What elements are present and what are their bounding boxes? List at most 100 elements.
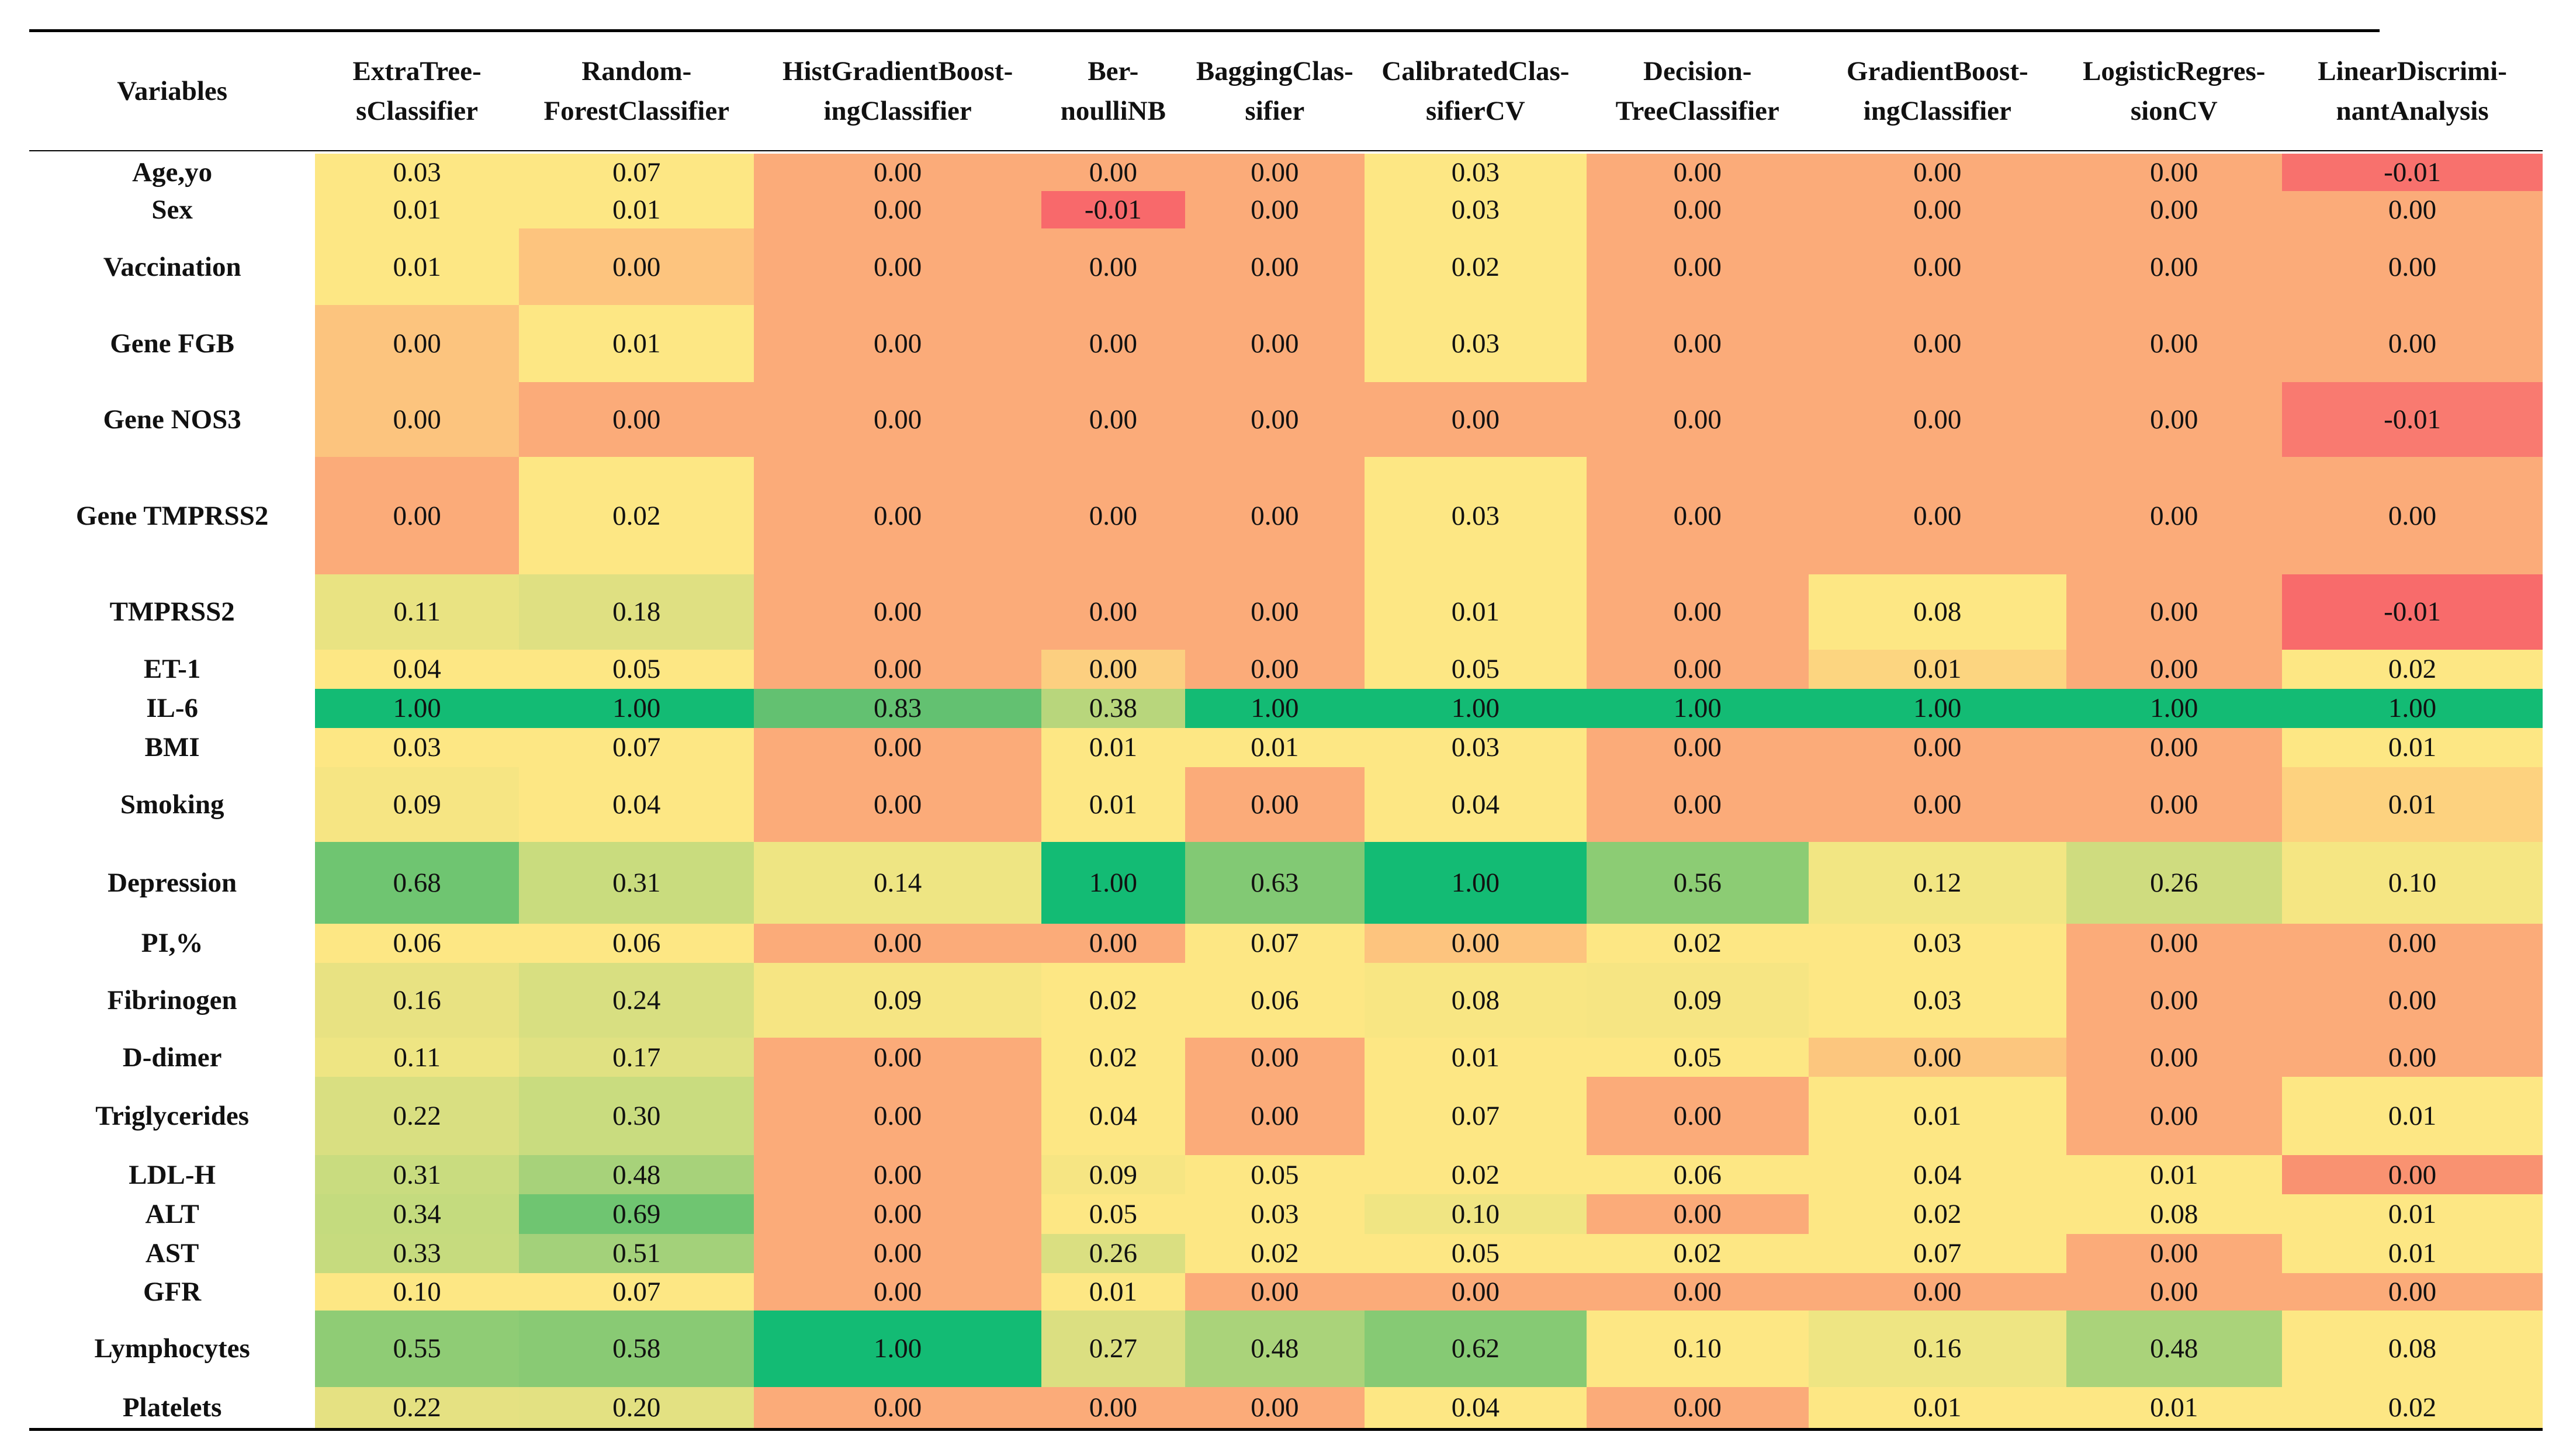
value-cell: 0.00: [2281, 305, 2543, 382]
value-cell: 1.00: [1185, 688, 1365, 728]
value-cell: 0.07: [1185, 923, 1365, 963]
value-cell: 0.09: [754, 962, 1041, 1038]
value-cell: 0.06: [519, 923, 754, 963]
value-cell: 0.14: [754, 842, 1041, 924]
value-cell: 0.00: [1041, 574, 1185, 650]
header-line: sionCV: [2130, 96, 2218, 127]
value-cell: 0.03: [1364, 153, 1587, 191]
value-cell: 0.00: [1041, 457, 1185, 575]
value-cell: 0.00: [1364, 1273, 1587, 1311]
value-cell: 0.00: [1041, 649, 1185, 689]
value-cell: 0.11: [315, 1038, 520, 1077]
value-cell: 0.00: [754, 923, 1041, 963]
value-cell: 0.00: [1808, 767, 2066, 843]
value-cell: 0.00: [1041, 1387, 1185, 1428]
value-cell: 0.00: [2066, 574, 2282, 650]
value-cell: 0.02: [1364, 1155, 1587, 1195]
value-cell: 0.04: [1808, 1155, 2066, 1195]
value-cell: 0.01: [1808, 1387, 2066, 1428]
value-cell: 0.00: [1185, 1387, 1365, 1428]
value-cell: 0.05: [519, 649, 754, 689]
row-label: Smoking: [120, 789, 224, 820]
value-cell: 0.03: [1364, 305, 1587, 382]
value-cell: 0.00: [1185, 190, 1365, 228]
value-cell: 0.31: [519, 842, 754, 924]
column-header: LinearDiscrimi-nantAnalysis: [2282, 33, 2543, 150]
value-cell: 0.00: [2066, 767, 2282, 843]
table-rule: [29, 150, 2543, 151]
value-cell: 1.00: [2066, 688, 2282, 728]
value-cell: 0.00: [1586, 649, 1809, 689]
row-label: ALT: [145, 1198, 199, 1229]
value-cell: 0.09: [1041, 1155, 1185, 1195]
value-cell: 0.17: [519, 1038, 754, 1077]
value-cell: 0.00: [2281, 1273, 2543, 1311]
value-cell: 0.00: [1808, 153, 2066, 191]
value-cell: 0.56: [1586, 842, 1809, 924]
value-cell: 0.20: [519, 1387, 754, 1428]
value-cell: 0.03: [1808, 923, 2066, 963]
header-line: TreeClassifier: [1615, 96, 1779, 127]
header-line: Random-: [581, 56, 692, 87]
value-cell: 0.06: [1185, 962, 1365, 1038]
value-cell: 0.08: [2066, 1194, 2282, 1234]
table-rule: [29, 1427, 2543, 1431]
value-cell: 0.02: [1586, 923, 1809, 963]
value-cell: 0.01: [519, 305, 754, 382]
value-cell: 0.00: [519, 382, 754, 457]
value-cell: 0.68: [315, 842, 520, 924]
value-cell: 0.00: [1586, 228, 1809, 306]
value-cell: 0.03: [1364, 457, 1587, 575]
value-cell: 0.00: [754, 190, 1041, 228]
value-cell: 0.07: [1364, 1077, 1587, 1156]
value-cell: 0.34: [315, 1194, 520, 1234]
value-cell: 0.01: [1808, 1077, 2066, 1156]
value-cell: 0.07: [519, 1273, 754, 1311]
value-cell: 1.00: [1364, 842, 1587, 924]
value-cell: 0.04: [1364, 1387, 1587, 1428]
value-cell: 0.22: [315, 1387, 520, 1428]
value-cell: 0.02: [1808, 1194, 2066, 1234]
value-cell: 0.00: [2066, 305, 2282, 382]
value-cell: 0.00: [754, 574, 1041, 650]
value-cell: 0.00: [754, 457, 1041, 575]
value-cell: 0.55: [315, 1310, 520, 1388]
value-cell: 0.07: [1808, 1233, 2066, 1273]
value-cell: 0.02: [1041, 962, 1185, 1038]
value-cell: 0.00: [1041, 228, 1185, 306]
value-cell: 0.04: [1364, 767, 1587, 843]
value-cell: 0.00: [2066, 962, 2282, 1038]
row-label: ET-1: [143, 654, 201, 685]
value-cell: 0.00: [754, 228, 1041, 306]
value-cell: 0.00: [1586, 153, 1809, 191]
row-label: BMI: [144, 732, 200, 763]
column-header: CalibratedClas-sifierCV: [1365, 33, 1587, 150]
value-cell: 0.00: [754, 649, 1041, 689]
row-label: Gene TMPRSS2: [75, 500, 269, 531]
value-cell: 0.01: [2281, 1077, 2543, 1156]
value-cell: 0.63: [1185, 842, 1365, 924]
value-cell: 0.00: [1185, 305, 1365, 382]
header-line: HistGradientBoost-: [782, 56, 1013, 87]
value-cell: 0.00: [1586, 1194, 1809, 1234]
value-cell: 0.00: [2066, 649, 2282, 689]
value-cell: 1.00: [315, 688, 520, 728]
column-header: Random- ForestClassifier: [519, 33, 754, 150]
column-header: ExtraTree-sClassifier: [315, 33, 519, 150]
header-line: Variables: [117, 76, 228, 107]
table-rule: [29, 29, 2380, 33]
value-cell: 0.00: [1586, 767, 1809, 843]
value-cell: 0.00: [1586, 574, 1809, 650]
value-cell: 0.00: [1586, 727, 1809, 767]
value-cell: 0.83: [754, 688, 1041, 728]
value-cell: 0.05: [1364, 649, 1587, 689]
value-cell: 0.01: [2281, 727, 2543, 767]
value-cell: 0.18: [519, 574, 754, 650]
value-cell: 0.00: [1364, 923, 1587, 963]
header-line: LinearDiscrimi-: [2318, 56, 2507, 87]
value-cell: 0.00: [1185, 228, 1365, 306]
value-cell: 0.00: [2066, 382, 2282, 457]
value-cell: 0.10: [315, 1273, 520, 1311]
value-cell: 0.31: [315, 1155, 520, 1195]
value-cell: -0.01: [2281, 574, 2543, 650]
